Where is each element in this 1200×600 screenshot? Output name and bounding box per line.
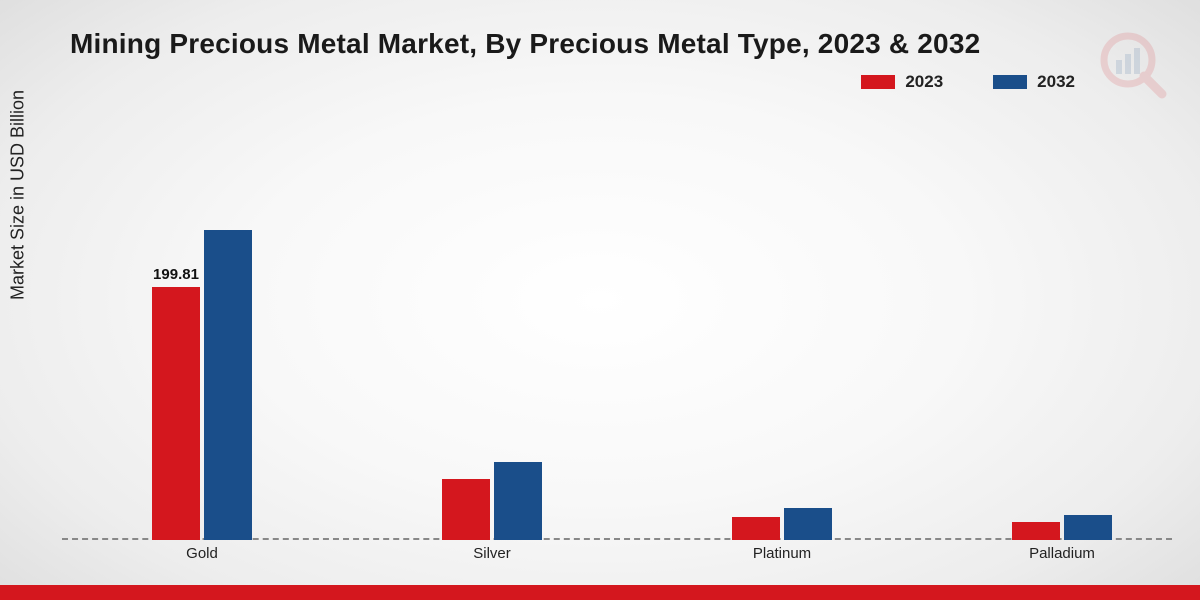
brand-watermark-icon xyxy=(1098,30,1168,100)
x-label-palladium: Palladium xyxy=(1029,545,1095,562)
footer-accent-bar xyxy=(0,585,1200,600)
data-label-gold-2023: 199.81 xyxy=(153,266,199,283)
legend: 2023 2032 xyxy=(861,72,1075,92)
legend-item-2032: 2032 xyxy=(993,72,1075,92)
bar-palladium-2023 xyxy=(1012,522,1060,540)
x-label-platinum: Platinum xyxy=(753,545,811,562)
bar-platinum-2032 xyxy=(784,508,832,540)
bar-platinum-2023 xyxy=(732,517,780,540)
bar-palladium-2032 xyxy=(1064,515,1112,540)
x-label-silver: Silver xyxy=(473,545,511,562)
legend-swatch-2023 xyxy=(861,75,895,89)
bar-silver-2023 xyxy=(442,479,490,540)
bar-group-silver xyxy=(442,462,542,540)
bar-gold-2023 xyxy=(152,287,200,540)
bar-silver-2032 xyxy=(494,462,542,540)
x-label-gold: Gold xyxy=(186,545,218,562)
y-axis-label: Market Size in USD Billion xyxy=(8,90,29,300)
chart-container: Mining Precious Metal Market, By Preciou… xyxy=(0,0,1200,600)
bar-group-palladium xyxy=(1012,515,1112,540)
legend-swatch-2032 xyxy=(993,75,1027,89)
x-axis-labels: Gold Silver Platinum Palladium xyxy=(62,545,1172,565)
chart-title: Mining Precious Metal Market, By Preciou… xyxy=(70,28,980,60)
plot-area: 199.81 xyxy=(62,110,1172,540)
legend-label-2032: 2032 xyxy=(1037,72,1075,92)
legend-label-2023: 2023 xyxy=(905,72,943,92)
legend-item-2023: 2023 xyxy=(861,72,943,92)
bar-group-platinum xyxy=(732,508,832,540)
bar-gold-2032 xyxy=(204,230,252,540)
